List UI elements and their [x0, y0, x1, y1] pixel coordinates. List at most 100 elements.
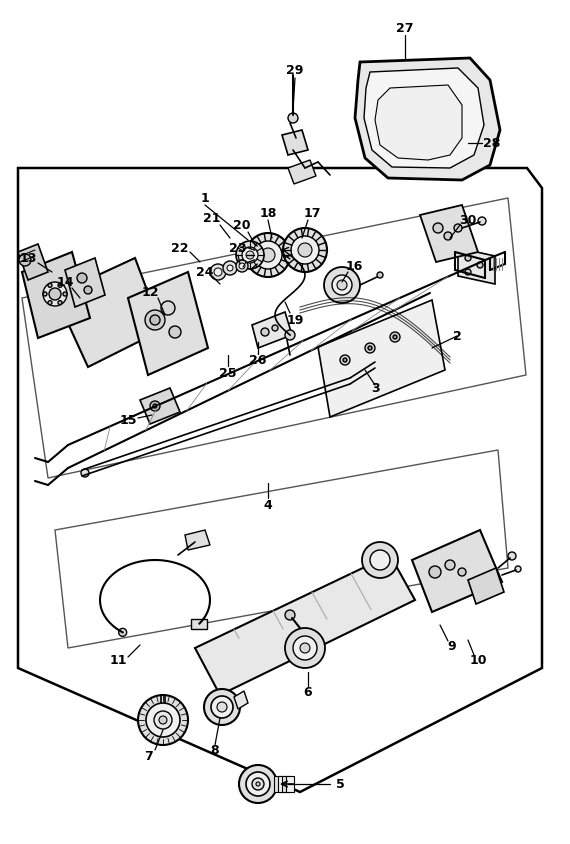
Polygon shape [278, 776, 286, 792]
Polygon shape [185, 530, 210, 550]
Circle shape [49, 288, 61, 300]
Circle shape [239, 765, 277, 803]
Circle shape [368, 346, 372, 350]
Text: 8: 8 [211, 744, 219, 756]
Circle shape [159, 716, 167, 724]
Circle shape [285, 628, 325, 668]
Text: 28: 28 [483, 137, 500, 149]
Text: 6: 6 [304, 685, 312, 699]
Circle shape [153, 404, 157, 408]
Circle shape [210, 264, 226, 280]
Circle shape [161, 301, 175, 315]
Circle shape [283, 228, 327, 272]
Circle shape [285, 610, 295, 620]
Circle shape [81, 469, 89, 477]
Circle shape [272, 325, 278, 331]
Circle shape [217, 702, 227, 712]
Text: 18: 18 [259, 207, 276, 219]
Text: 11: 11 [109, 653, 127, 667]
Circle shape [454, 224, 462, 232]
Circle shape [214, 268, 222, 276]
Circle shape [293, 636, 317, 660]
Circle shape [246, 251, 254, 259]
Circle shape [298, 243, 312, 257]
Text: 25: 25 [219, 366, 237, 380]
Circle shape [150, 401, 160, 411]
Polygon shape [55, 258, 162, 367]
Text: 7: 7 [144, 749, 152, 762]
Polygon shape [22, 198, 526, 478]
Polygon shape [65, 258, 105, 307]
Circle shape [58, 284, 62, 287]
Text: 1: 1 [201, 192, 209, 204]
Circle shape [211, 696, 233, 718]
Polygon shape [375, 85, 462, 160]
Polygon shape [195, 555, 415, 695]
Text: 19: 19 [286, 313, 304, 327]
Polygon shape [282, 776, 290, 792]
Polygon shape [128, 272, 208, 375]
Polygon shape [55, 450, 508, 648]
Circle shape [227, 265, 233, 271]
Circle shape [236, 260, 248, 272]
Circle shape [508, 552, 516, 560]
Circle shape [370, 550, 390, 570]
Polygon shape [468, 568, 504, 604]
Circle shape [242, 247, 258, 263]
Circle shape [377, 272, 383, 278]
Circle shape [343, 358, 347, 362]
Circle shape [324, 267, 360, 303]
Text: 14: 14 [56, 277, 74, 289]
Circle shape [256, 782, 260, 786]
Circle shape [246, 772, 270, 796]
Text: 22: 22 [171, 241, 189, 255]
Polygon shape [18, 244, 48, 280]
Polygon shape [274, 776, 282, 792]
Circle shape [288, 113, 298, 123]
Circle shape [445, 560, 455, 570]
Circle shape [77, 273, 87, 283]
Circle shape [465, 255, 471, 261]
Text: 12: 12 [141, 285, 159, 299]
Circle shape [291, 236, 319, 264]
Circle shape [48, 300, 52, 305]
Text: 30: 30 [459, 214, 477, 226]
Text: 4: 4 [264, 499, 272, 511]
Circle shape [58, 300, 62, 305]
Polygon shape [288, 160, 316, 184]
Circle shape [254, 241, 282, 269]
Circle shape [465, 269, 471, 275]
Text: 26: 26 [249, 354, 267, 366]
Polygon shape [234, 691, 248, 709]
Text: 17: 17 [303, 207, 321, 219]
Text: 23: 23 [229, 241, 247, 255]
Circle shape [239, 263, 245, 269]
Circle shape [261, 248, 275, 262]
Circle shape [150, 315, 160, 325]
Text: 9: 9 [447, 641, 457, 653]
Circle shape [300, 643, 310, 653]
Circle shape [337, 280, 347, 290]
Circle shape [223, 261, 237, 275]
Circle shape [252, 778, 264, 790]
Text: 27: 27 [396, 21, 414, 35]
Circle shape [444, 232, 452, 240]
Text: 15: 15 [119, 414, 137, 426]
Circle shape [429, 566, 441, 578]
Text: 2: 2 [453, 329, 461, 343]
Polygon shape [364, 68, 484, 168]
Polygon shape [140, 388, 180, 424]
Polygon shape [252, 312, 292, 348]
Polygon shape [355, 58, 500, 180]
Circle shape [154, 711, 172, 729]
Circle shape [204, 689, 240, 725]
Text: 13: 13 [19, 252, 36, 264]
Circle shape [340, 355, 350, 365]
Circle shape [332, 275, 352, 295]
Polygon shape [282, 130, 308, 155]
Polygon shape [318, 300, 445, 417]
Circle shape [459, 256, 471, 268]
Circle shape [390, 332, 400, 342]
Polygon shape [458, 248, 495, 284]
Circle shape [236, 241, 264, 269]
